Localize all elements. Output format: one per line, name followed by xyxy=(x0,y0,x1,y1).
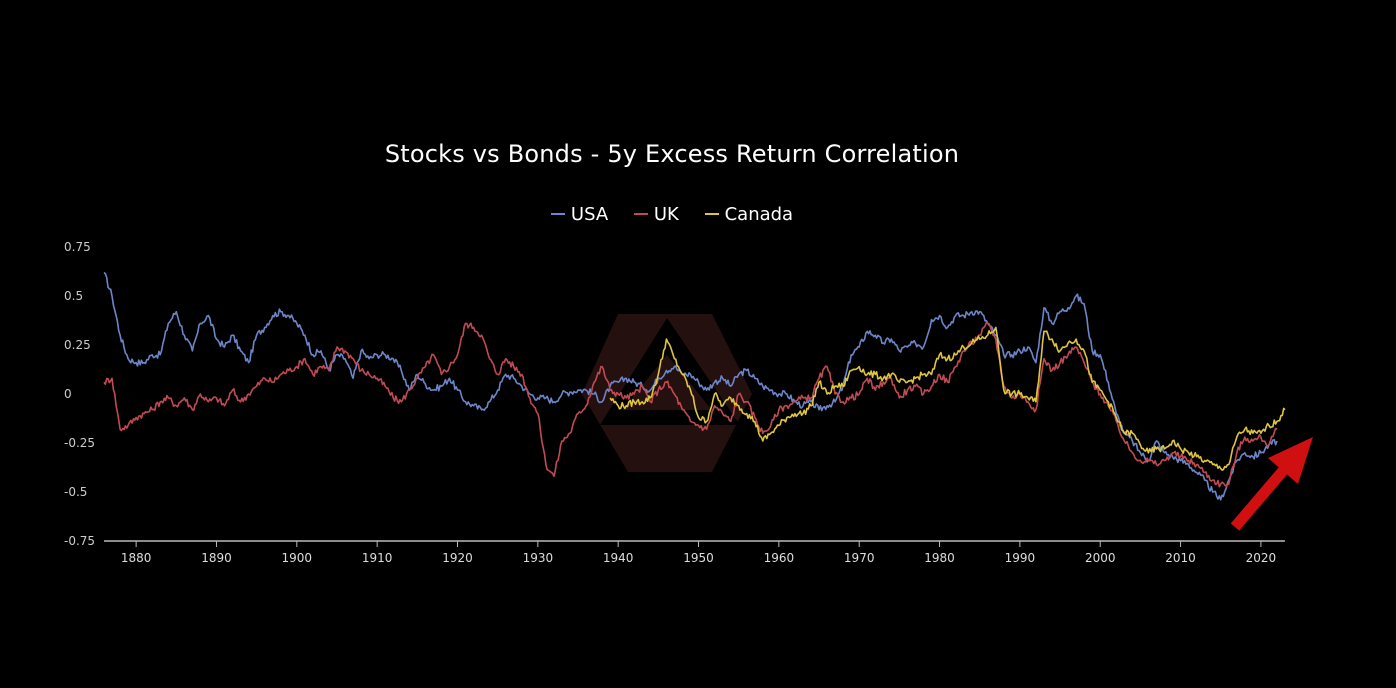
y-tick-label: -0.75 xyxy=(64,534,95,548)
series-line-uk xyxy=(103,321,1278,488)
x-tick-label: 2020 xyxy=(1246,551,1277,565)
x-tick-label: 1890 xyxy=(201,551,232,565)
x-tick-label: 1970 xyxy=(844,551,875,565)
chart-legend: USA UK Canada xyxy=(0,204,1344,225)
series-layer xyxy=(103,271,1286,501)
annotation-arrow-icon xyxy=(1230,437,1313,531)
y-tick-label: 0.5 xyxy=(64,289,83,303)
chart-title: Stocks vs Bonds - 5y Excess Return Corre… xyxy=(384,140,960,168)
x-tick-label: 1950 xyxy=(683,551,714,565)
x-tick-label: 1900 xyxy=(282,551,313,565)
x-tick-label: 1940 xyxy=(603,551,634,565)
x-tick-label: 1990 xyxy=(1005,551,1036,565)
x-tick-label: 1910 xyxy=(362,551,393,565)
x-tick-label: 1980 xyxy=(924,551,955,565)
legend-label-canada: Canada xyxy=(724,204,794,225)
y-tick-label: 0.75 xyxy=(64,240,91,254)
x-tick-label: 2000 xyxy=(1085,551,1116,565)
legend-label-uk: UK xyxy=(653,204,679,225)
series-line-usa xyxy=(103,271,1278,501)
y-axis: 0.75 0.5 0.25 0 -0.25 -0.5 -0.75 xyxy=(64,240,95,548)
y-tick-label: 0.25 xyxy=(64,338,91,352)
legend-item-canada[interactable]: Canada xyxy=(704,204,794,225)
legend-swatch-usa xyxy=(550,213,565,215)
legend-item-uk[interactable]: UK xyxy=(633,204,679,225)
watermark-logo-icon xyxy=(582,314,752,472)
x-tick-label: 1880 xyxy=(121,551,152,565)
x-tick-label: 1930 xyxy=(523,551,554,565)
x-tick-label: 2010 xyxy=(1165,551,1196,565)
legend-label-usa: USA xyxy=(570,204,609,225)
x-tick-label: 1960 xyxy=(764,551,795,565)
x-tick-label: 1920 xyxy=(442,551,473,565)
series-line-canada xyxy=(609,326,1286,471)
legend-swatch-uk xyxy=(633,213,648,215)
y-tick-label: 0 xyxy=(64,387,72,401)
x-axis: 1880 1890 1900 1910 1920 1930 1940 1950 1960 1970… xyxy=(104,540,1285,565)
legend-item-usa[interactable]: USA xyxy=(550,204,609,225)
legend-swatch-canada xyxy=(704,213,719,215)
y-tick-label: -0.25 xyxy=(64,436,95,450)
y-tick-label: -0.5 xyxy=(64,485,87,499)
